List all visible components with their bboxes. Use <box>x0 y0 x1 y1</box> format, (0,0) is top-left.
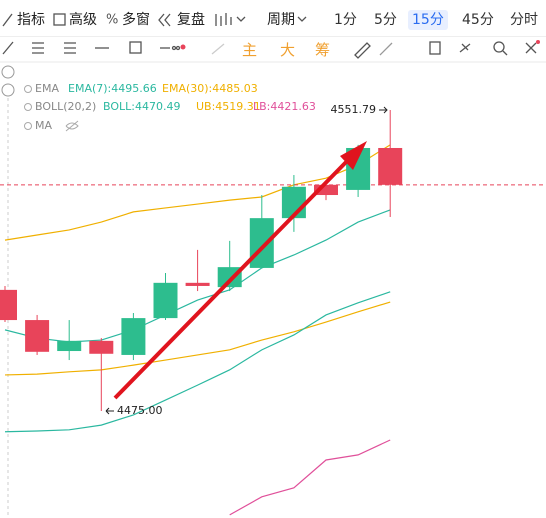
candle-body <box>25 320 50 352</box>
low-label: 4475.00 <box>117 404 163 417</box>
low-pointer <box>105 407 114 415</box>
high-label: 4551.79 <box>331 103 377 116</box>
legend-item: BOLL:4470.49 <box>103 100 180 113</box>
candle-body <box>249 218 274 268</box>
indicator-line <box>4 291 391 433</box>
trend-arrow <box>113 154 354 400</box>
legend-icon <box>24 122 32 130</box>
legend-item: UB:4519.31 <box>196 100 261 113</box>
side-icon <box>1 65 15 79</box>
chip-button[interactable]: 大 <box>280 41 296 59</box>
legend-title: BOLL(20,2) <box>35 100 96 113</box>
legend-item: LB:4421.63 <box>253 100 316 113</box>
high-pointer <box>379 106 388 114</box>
svg-text:%: % <box>106 13 118 28</box>
legend-icon <box>24 103 32 111</box>
tool-button[interactable]: 指标 <box>17 12 45 28</box>
indicator-line <box>4 301 391 376</box>
candle-body <box>153 282 178 319</box>
period-button[interactable]: 45分 <box>462 12 494 28</box>
period-button[interactable]: 5分 <box>374 12 397 28</box>
trend-arrow-head <box>340 141 367 170</box>
candle-body <box>121 318 146 355</box>
tool-button[interactable]: 高级 <box>69 12 97 28</box>
chip-button[interactable]: 筹 <box>315 41 331 59</box>
candle-body <box>89 340 114 354</box>
legend-item: EMA(7):4495.66 <box>68 82 157 95</box>
chip-button[interactable]: 主 <box>242 41 258 59</box>
candle-body <box>185 282 210 286</box>
side-icon <box>1 83 15 97</box>
candle-body <box>378 147 403 185</box>
period-button[interactable]: 15分 <box>408 10 448 30</box>
legend-title: EMA <box>35 82 59 95</box>
tool-button[interactable]: 复盘 <box>177 12 205 28</box>
tool-button[interactable]: 多窗 <box>122 12 150 28</box>
legend-item: EMA(30):4485.03 <box>162 82 258 95</box>
toolbar <box>0 0 546 37</box>
period-menu[interactable]: 周期 <box>267 12 295 28</box>
legend-icon <box>24 85 32 93</box>
candle-body <box>314 184 338 196</box>
period-button[interactable]: 1分 <box>334 12 357 28</box>
indicator-line <box>4 144 391 241</box>
eye-icon <box>65 120 79 132</box>
toolbar-icons: % <box>0 13 546 63</box>
indicator-line <box>229 439 391 516</box>
candle-body <box>57 340 82 352</box>
legend-title: MA <box>35 119 52 132</box>
period-button[interactable]: 分时 <box>510 12 538 28</box>
candle-body <box>0 289 17 321</box>
